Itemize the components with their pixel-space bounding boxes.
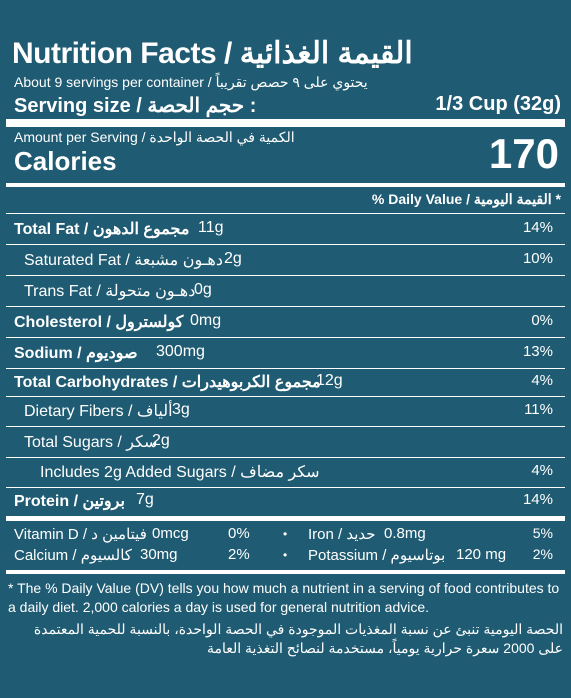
calories-value: 170 [488, 130, 559, 177]
nutrient-row-sodium: Sodium / صوديوم 300mg 13% [6, 343, 565, 367]
nutrient-dv: 4% [531, 372, 553, 389]
nutrient-amount: 7g [136, 491, 154, 508]
row-divider [6, 426, 565, 427]
vitamin-dv: 5% [532, 525, 553, 541]
daily-value-header: % Daily Value / القيمة اليومية * [371, 191, 561, 207]
vitamin-amount: 0.8mg [384, 525, 426, 542]
thick-divider [6, 119, 565, 127]
vitamin-label: Vitamin D / فيتامين د [14, 526, 147, 543]
nutrient-dv: 0% [531, 312, 553, 329]
nutrient-amount: 2g [152, 432, 170, 449]
nutrient-row-total-carbohydrates: Total Carbohydrates / مجموع الكربوهيدرات… [6, 372, 565, 396]
nutrient-label: Total Carbohydrates / مجموع الكربوهيدرات [14, 374, 321, 391]
amount-per-serving: Amount per Serving / الكمية في الحصة الو… [14, 129, 295, 145]
nutrient-amount: 11g [198, 219, 224, 236]
nutrient-label: Total Fat / مجموع الدهون [14, 221, 190, 238]
nutrient-row-dietary-fibers: Dietary Fibers / ألياف 3g 11% [6, 401, 565, 425]
nutrient-row-total-fat: Total Fat / مجموع الدهون 11g 14% [6, 219, 565, 243]
row-divider [6, 457, 565, 458]
nutrient-row-added-sugars: Includes 2g Added Sugars / سكر مضاف 4% [6, 462, 565, 486]
vitamin-row: Vitamin D / فيتامين د 0mcg 0% • Iron / ح… [6, 525, 565, 547]
row-divider [6, 368, 565, 369]
nutrient-label: Dietary Fibers / ألياف [24, 403, 173, 420]
nutrient-label: Saturated Fat / دهـون مشبعة [24, 252, 223, 269]
nutrient-amount: 3g [172, 401, 190, 418]
nutrient-dv: 11% [524, 401, 553, 418]
nutrient-amount: 0g [194, 281, 212, 298]
nutrient-label: Trans Fat / دهـون متحولة [24, 283, 196, 300]
vitamin-dv: 2% [532, 546, 553, 562]
calories-label: Calories [14, 146, 117, 176]
nutrient-label: Cholesterol / كولسترول [14, 314, 184, 331]
nutrient-row-saturated-fat: Saturated Fat / دهـون مشبعة 2g 10% [6, 250, 565, 274]
bullet-separator: • [283, 527, 288, 541]
nutrient-label: Total Sugars / سكر [24, 434, 158, 451]
nutrient-row-total-sugars: Total Sugars / سكر 2g [6, 432, 565, 456]
row-divider [6, 337, 565, 338]
vitamin-row: Calcium / كالسيوم 30mg 2% • Potassium / … [6, 546, 565, 568]
vitamin-amount: 30mg [140, 546, 178, 563]
row-divider [6, 275, 565, 276]
nutrient-amount: 12g [316, 372, 343, 389]
footnote-english: * The % Daily Value (DV) tells you how m… [8, 580, 560, 615]
nutrient-label: Includes 2g Added Sugars / سكر مضاف [40, 464, 320, 481]
nutrient-amount: 300mg [156, 343, 205, 360]
nutrient-dv: 4% [531, 462, 553, 479]
vitamin-dv: 0% [228, 525, 250, 542]
vitamin-label: Potassium / بوتاسيوم [308, 547, 446, 564]
nutrient-dv: 10% [522, 250, 553, 267]
vitamin-dv: 2% [228, 546, 250, 563]
serving-size-label: Serving size / حجم الحصة : [14, 95, 257, 117]
row-divider [6, 396, 565, 397]
label-title: Nutrition Facts / القيمة الغذائية [12, 37, 413, 70]
medium-divider [6, 183, 565, 187]
nutrient-row-trans-fat: Trans Fat / دهـون متحولة 0g [6, 281, 565, 305]
vitamin-amount: 0mcg [152, 525, 189, 542]
thin-divider [6, 213, 565, 214]
nutrient-dv: 13% [522, 343, 553, 360]
nutrient-row-cholesterol: Cholesterol / كولسترول 0mg 0% [6, 312, 565, 336]
nutrient-row-protein: Protein / بروتين 7g 14% [6, 491, 565, 515]
vitamin-label: Iron / حديد [308, 526, 376, 543]
vitamin-amount: 120 mg [456, 546, 507, 563]
nutrient-label: Sodium / صوديوم [14, 345, 138, 362]
serving-size-value: 1/3 Cup (32g) [435, 93, 561, 115]
medium-divider [6, 570, 565, 574]
nutrient-amount: 2g [224, 250, 242, 267]
vitamin-label: Calcium / كالسيوم [14, 547, 132, 564]
thick-divider [6, 516, 565, 521]
row-divider [6, 244, 565, 245]
nutrient-amount: 0mg [190, 312, 222, 329]
row-divider [6, 306, 565, 307]
nutrient-dv: 14% [522, 491, 553, 508]
bullet-separator: • [283, 548, 288, 562]
servings-per-container: About 9 servings per container / يحتوي ع… [14, 74, 368, 90]
row-divider [6, 487, 565, 488]
nutrient-label: Protein / بروتين [14, 493, 125, 510]
footnote-arabic: الحصة اليومية تنبئ عن نسبة المغذيات المو… [33, 621, 563, 656]
nutrient-dv: 14% [522, 219, 553, 236]
